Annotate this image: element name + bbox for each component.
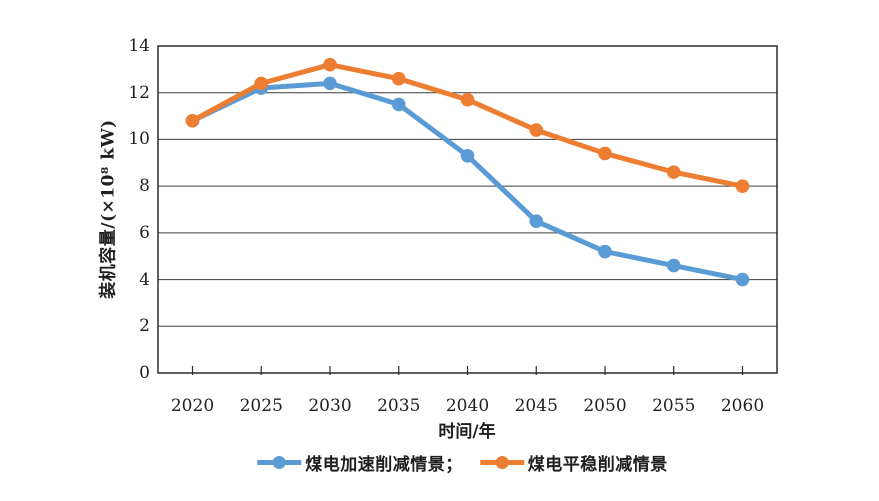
y-tick-label: 6 [139, 222, 150, 243]
x-tick-label: 2040 [445, 396, 490, 416]
data-point [323, 57, 337, 72]
data-point [666, 165, 681, 179]
data-point [529, 214, 544, 228]
data-point [666, 258, 681, 273]
legend-label: 煤电加速削减情景； [305, 455, 463, 475]
data-point [185, 113, 200, 128]
y-tick-label: 12 [128, 82, 150, 103]
data-point [735, 272, 750, 287]
y-tick-label: 0 [139, 363, 150, 383]
x-tick-label: 2055 [652, 396, 696, 416]
series-line-1 [190, 62, 745, 189]
x-tick-label: 2035 [377, 396, 421, 416]
data-point [391, 97, 406, 112]
data-point [735, 179, 750, 193]
data-point [254, 76, 269, 91]
data-point [598, 146, 612, 161]
data-point [323, 76, 337, 91]
legend-item-0: 煤电加速削减情景； [256, 450, 463, 475]
x-tick-label: 2045 [514, 396, 558, 416]
legend-label: 煤电平稳削减情景 [527, 455, 668, 475]
data-point [529, 123, 544, 137]
x-tick-label: 2025 [239, 396, 283, 416]
legend-item-1: 煤电平稳削减情景 [479, 450, 668, 475]
data-point [460, 92, 475, 107]
x-tick-label: 2050 [583, 396, 627, 416]
data-point [391, 71, 406, 86]
legend-line-marker-swatch [257, 456, 302, 469]
series-line-0 [190, 80, 745, 283]
legend: 煤电加速削减情景； 煤电平稳削减情景 [256, 450, 668, 475]
data-point [460, 148, 475, 163]
legend-line-marker-swatch [479, 456, 524, 469]
data-point [598, 244, 612, 259]
x-axis-title: 时间/年 [438, 422, 496, 442]
y-tick-label: 10 [128, 129, 150, 150]
x-tick-label: 2030 [308, 396, 352, 416]
y-tick-label: 4 [139, 269, 150, 290]
x-tick-label: 2060 [720, 396, 765, 416]
y-tick-label: 14 [128, 36, 150, 56]
y-tick-label: 8 [139, 176, 150, 197]
y-tick-label: 2 [139, 316, 150, 337]
x-tick-label: 2020 [170, 396, 215, 416]
